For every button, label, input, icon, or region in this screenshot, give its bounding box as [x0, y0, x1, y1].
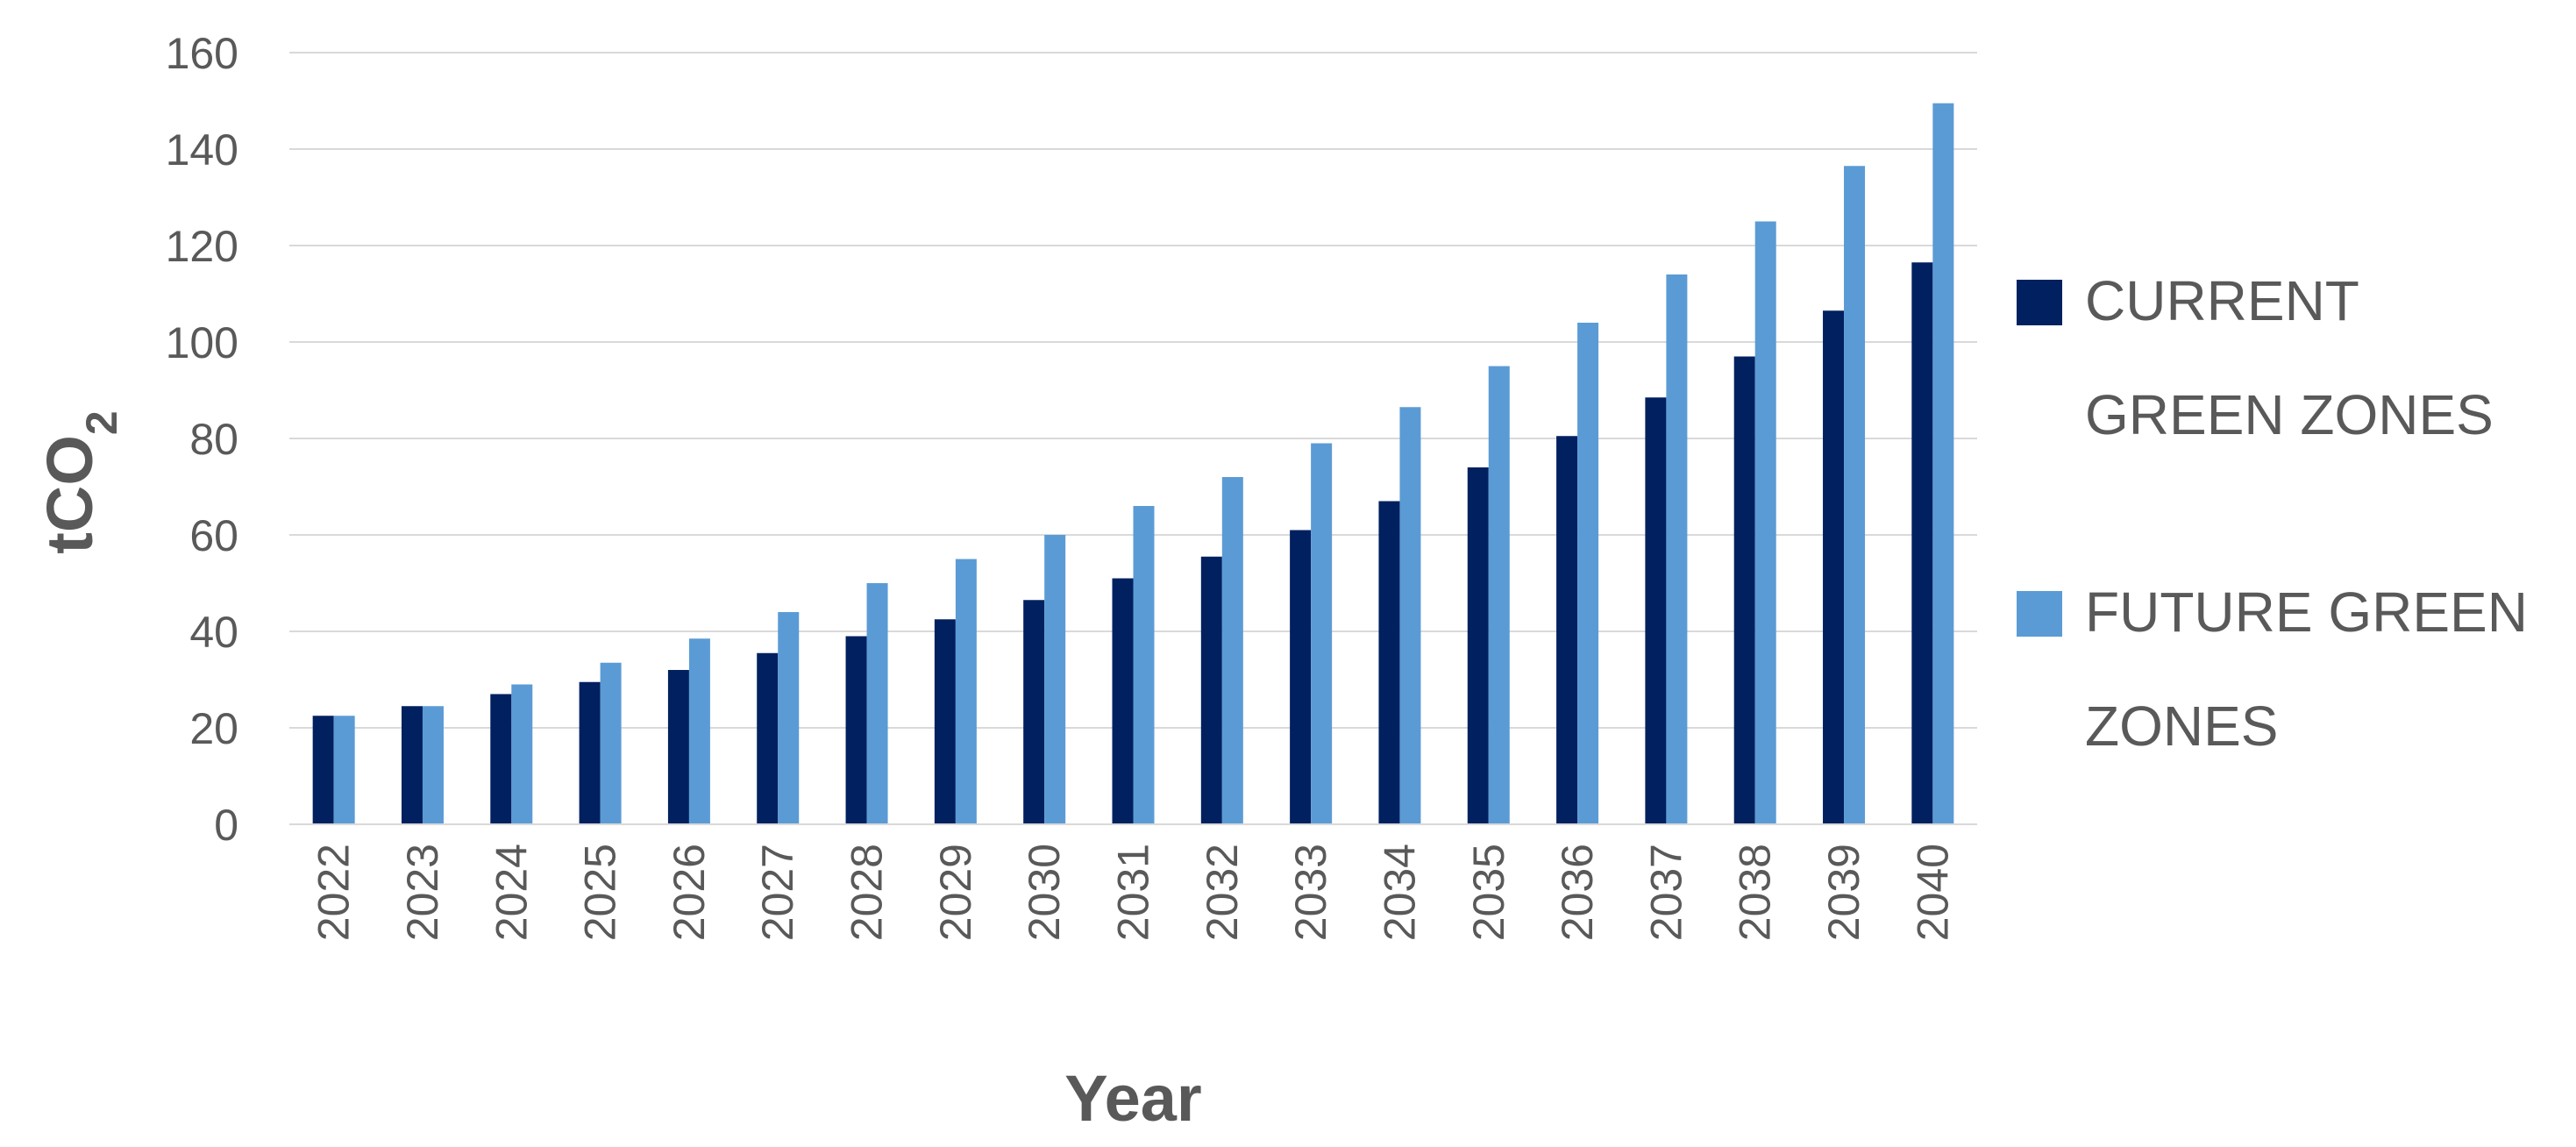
bar-current — [845, 636, 867, 824]
y-axis-title: tCO2 — [33, 410, 126, 553]
bar-future — [688, 638, 710, 824]
bar-future — [422, 706, 444, 824]
bar-current — [401, 706, 423, 824]
x-tick-label: 2024 — [487, 844, 536, 941]
bar-future — [1844, 166, 1866, 824]
x-tick-label: 2030 — [1020, 844, 1069, 941]
bar-current — [934, 619, 956, 824]
bar-current — [1112, 578, 1134, 824]
bar-future — [778, 612, 800, 824]
y-tick-label: 160 — [166, 29, 238, 78]
x-tick-label: 2023 — [398, 844, 447, 941]
bar-future — [1488, 366, 1510, 824]
x-tick-label: 2039 — [1819, 844, 1868, 941]
x-tick-label: 2035 — [1464, 844, 1513, 941]
bar-future — [955, 559, 977, 824]
legend-swatch-current — [2017, 280, 2062, 325]
x-tick-label: 2034 — [1375, 844, 1424, 941]
y-tick-label: 20 — [189, 704, 238, 753]
x-axis-title: Year — [1064, 1062, 1201, 1135]
y-axis-title-subscript: 2 — [77, 410, 126, 435]
y-tick-label: 60 — [189, 511, 238, 560]
bar-current — [1823, 310, 1845, 824]
y-tick-label: 40 — [189, 608, 238, 657]
bar-future — [1044, 535, 1066, 824]
bar-current — [1023, 600, 1045, 824]
y-tick-label: 100 — [166, 318, 238, 367]
bar-future — [1221, 477, 1243, 824]
legend-swatch-future — [2017, 591, 2062, 637]
bar-current — [312, 716, 334, 824]
x-tick-label: 2038 — [1731, 844, 1780, 941]
bar-current — [1645, 397, 1667, 824]
x-tick-label: 2033 — [1286, 844, 1335, 941]
bar-current — [667, 670, 689, 824]
x-tick-label: 2031 — [1109, 844, 1158, 941]
bar-future — [866, 583, 888, 824]
bar-current — [1290, 530, 1312, 824]
bar-current — [490, 694, 512, 824]
bar-future — [1577, 323, 1599, 824]
legend: CURRENT GREEN ZONES FUTURE GREEN ZONES — [2017, 269, 2528, 758]
x-tick-label: 2029 — [931, 844, 980, 941]
bar-current — [1378, 501, 1400, 824]
legend-label-current: GREEN ZONES — [2085, 383, 2494, 446]
legend-label-future: FUTURE GREEN — [2085, 581, 2528, 644]
x-tick-label: 2032 — [1198, 844, 1247, 941]
x-tick-label: 2026 — [665, 844, 714, 941]
bar-future — [1754, 221, 1776, 824]
bar-current — [1556, 436, 1578, 824]
x-tick-label: 2037 — [1641, 844, 1690, 941]
bar-future — [333, 716, 355, 824]
legend-label-future: ZONES — [2085, 695, 2278, 758]
x-tick-label: 2040 — [1908, 844, 1957, 941]
bar-current — [1733, 356, 1755, 824]
bar-future — [1932, 103, 1954, 824]
bars — [312, 103, 1954, 824]
bar-current — [1467, 467, 1489, 824]
bar-current — [579, 681, 601, 824]
y-tick-label: 140 — [166, 125, 238, 175]
bar-current — [1911, 262, 1933, 824]
x-tick-label: 2027 — [753, 844, 802, 941]
bar-current — [1200, 556, 1222, 824]
y-axis-title-main: tCO — [33, 435, 106, 554]
x-tick-label: 2025 — [576, 844, 625, 941]
y-tick-label: 80 — [189, 415, 238, 464]
bar-future — [1666, 274, 1688, 824]
x-tick-labels: 2022 2023 2024 2025 2026 2027 2028 2029 2030 2031… — [310, 844, 1958, 941]
y-tick-label: 0 — [214, 801, 238, 850]
x-tick-label: 2036 — [1553, 844, 1602, 941]
y-tick-label: 120 — [166, 222, 238, 271]
bar-future — [1311, 443, 1333, 824]
legend-label-current: CURRENT — [2085, 269, 2359, 332]
bar-future — [1133, 506, 1155, 824]
bar-future — [511, 684, 533, 824]
bar-current — [757, 652, 779, 824]
x-tick-label: 2022 — [310, 844, 359, 941]
x-tick-label: 2028 — [843, 844, 892, 941]
bar-future — [600, 662, 622, 824]
bar-future — [1399, 407, 1421, 824]
y-tick-labels: 0 20 40 60 80 100 120 140 160 — [166, 29, 238, 850]
